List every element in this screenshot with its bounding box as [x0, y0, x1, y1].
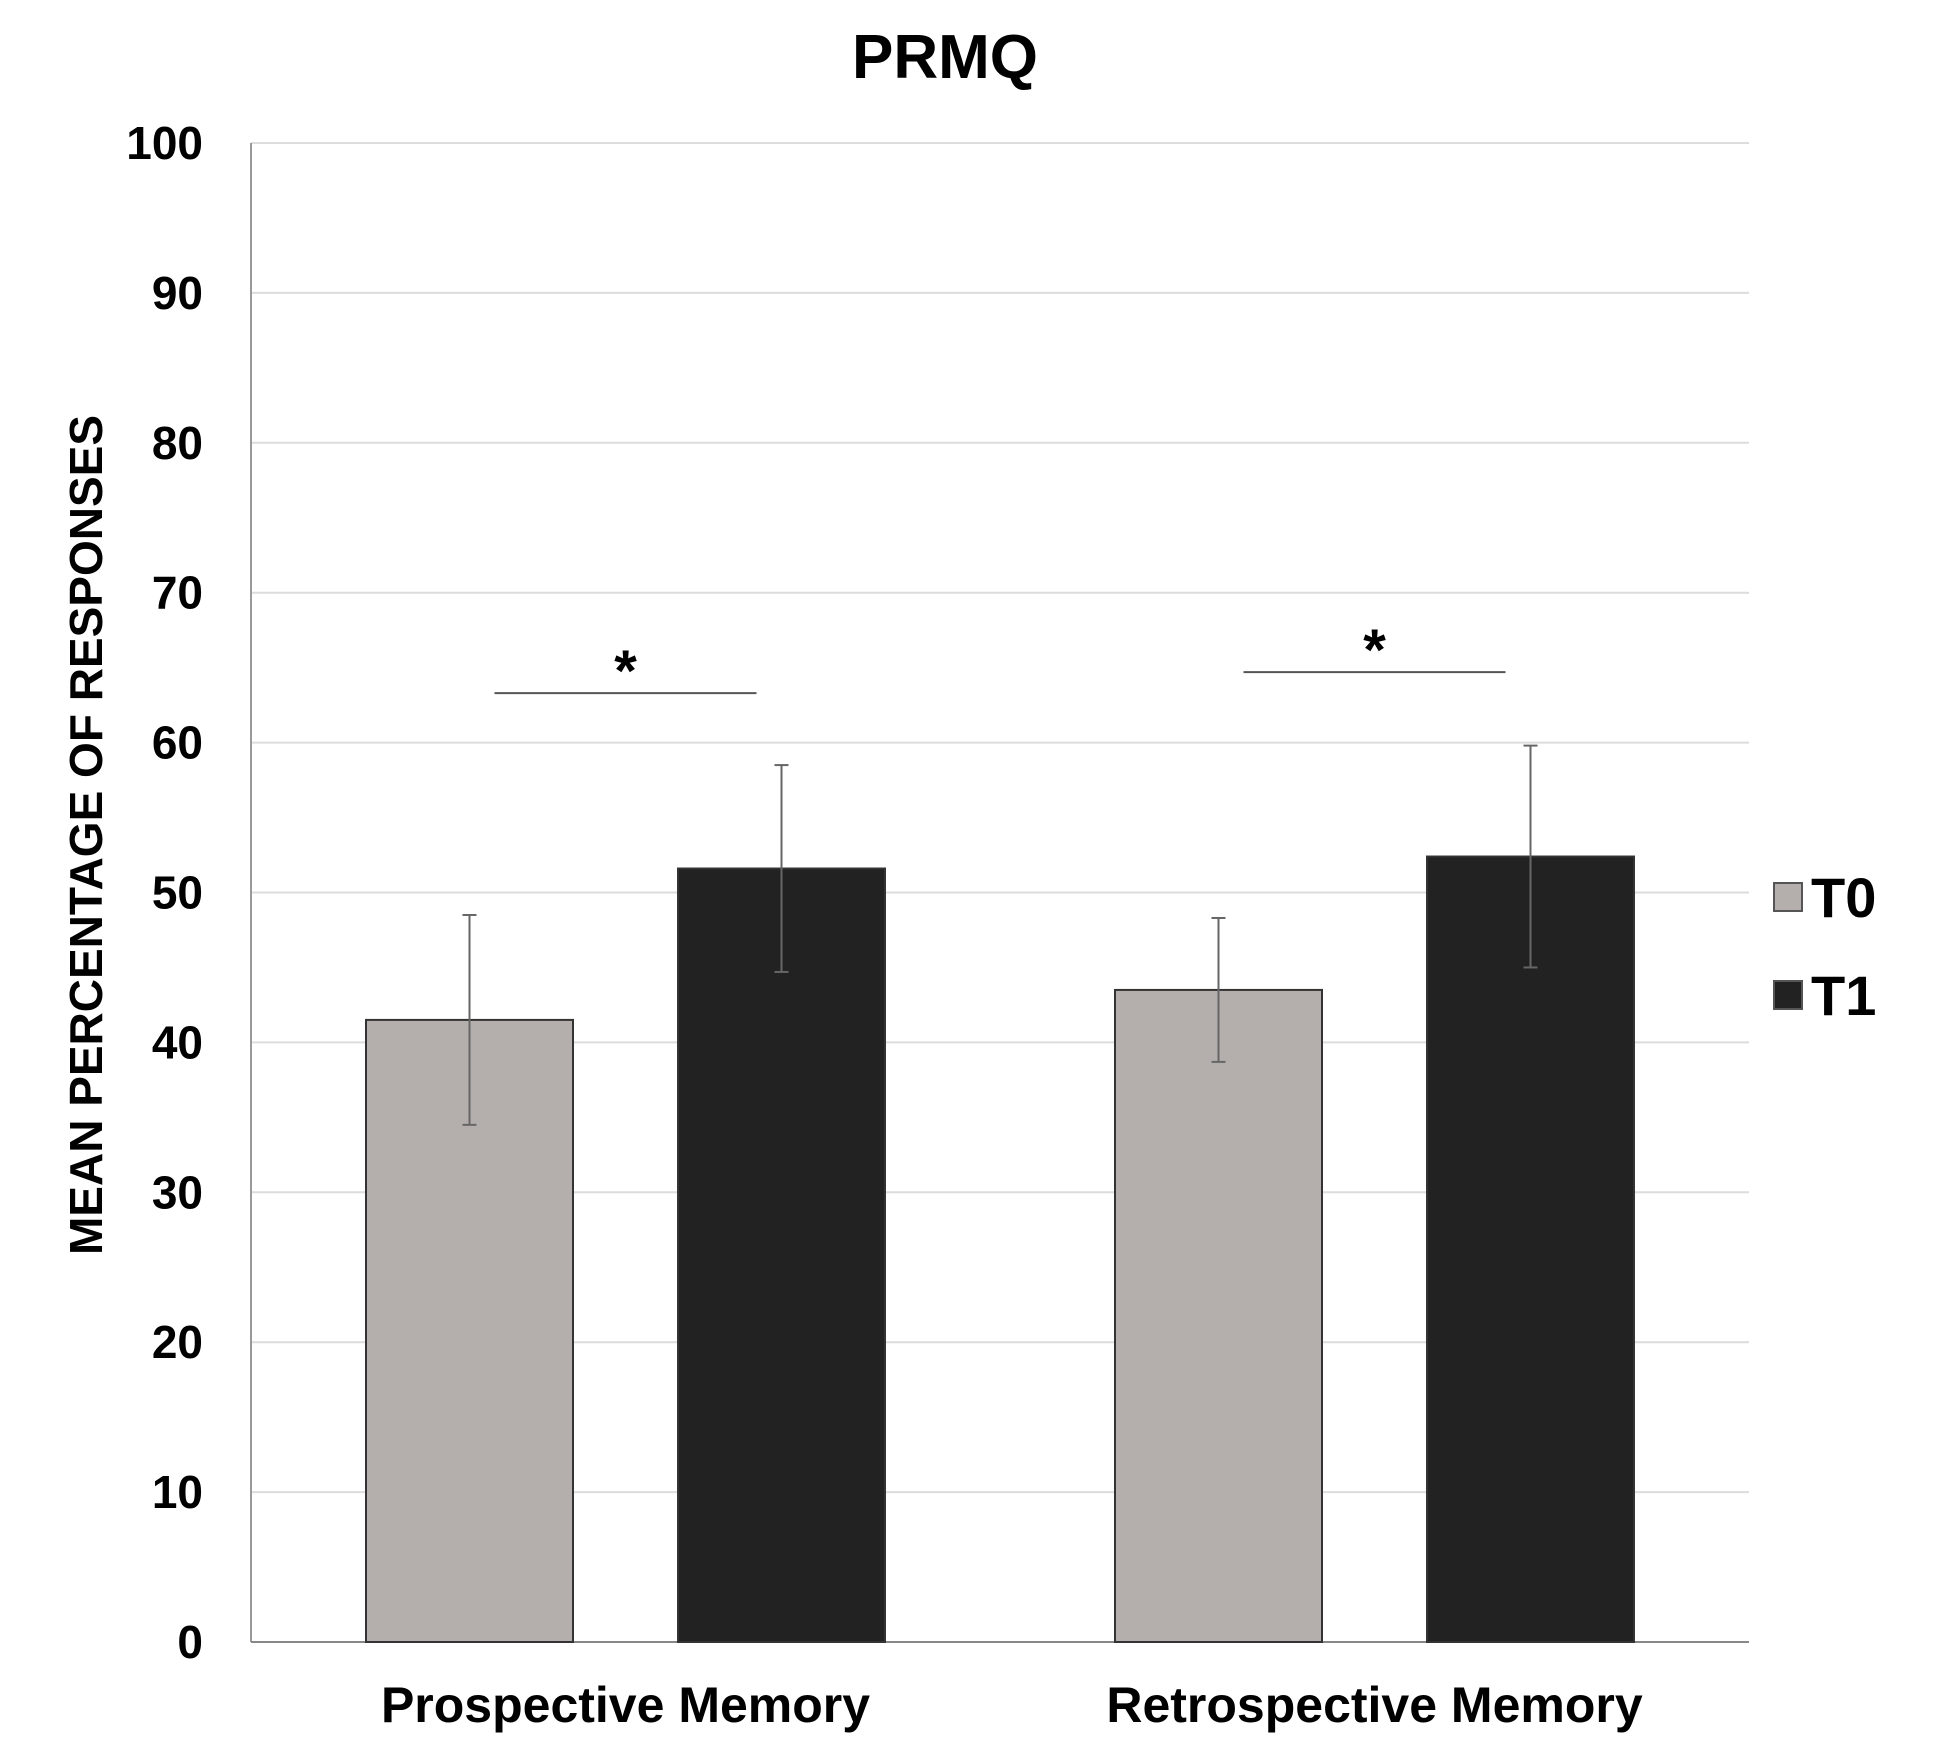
x-tick-labels: Prospective Memory Retrospective Memory [381, 1677, 1643, 1733]
y-tick-label: 100 [126, 117, 203, 169]
legend-label-t0: T0 [1811, 865, 1877, 929]
legend: T0 T1 [1773, 848, 1876, 1044]
bar [1426, 855, 1635, 1643]
y-tick-label: 40 [152, 1016, 203, 1068]
legend-swatch-t0 [1773, 882, 1803, 912]
y-tick-label: 80 [152, 417, 203, 469]
legend-label-t1: T1 [1811, 963, 1877, 1027]
x-tick-label: Prospective Memory [381, 1677, 870, 1733]
legend-item-t0: T0 [1773, 848, 1876, 946]
y-tick-label: 0 [177, 1616, 203, 1668]
y-tick-label: 90 [152, 267, 203, 319]
bar [677, 867, 886, 1643]
significance-markers: * * [494, 618, 1506, 704]
legend-swatch-t1 [1773, 980, 1803, 1010]
y-tick-label: 50 [152, 867, 203, 919]
bars [365, 855, 1635, 1643]
y-tick-label: 70 [152, 567, 203, 619]
significance-asterisk: * [1363, 618, 1386, 683]
y-tick-labels: 0 10 20 30 40 50 60 70 80 90 100 [126, 117, 203, 1668]
y-tick-label: 20 [152, 1316, 203, 1368]
x-tick-label: Retrospective Memory [1106, 1677, 1642, 1733]
error-bars [462, 744, 1538, 1126]
y-tick-label: 10 [152, 1466, 203, 1518]
y-tick-label: 30 [152, 1166, 203, 1218]
y-tick-label: 60 [152, 717, 203, 769]
legend-item-t1: T1 [1773, 946, 1876, 1044]
chart-title: PRMQ [852, 23, 1038, 92]
bar [1114, 988, 1323, 1643]
significance-asterisk: * [614, 639, 637, 704]
